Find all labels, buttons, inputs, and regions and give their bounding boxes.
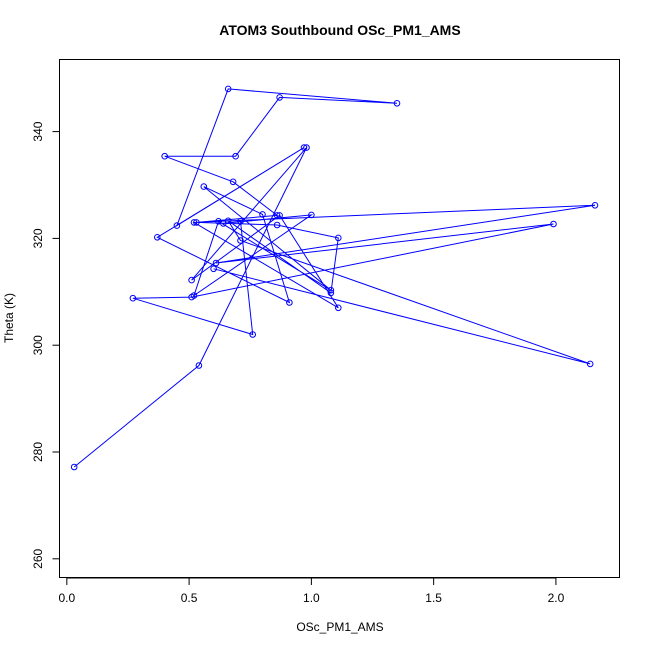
data-point (224, 85, 232, 93)
data-point (249, 331, 256, 338)
data-point (190, 219, 198, 226)
x-tick-label: 0.5 (181, 591, 198, 605)
data-point (335, 304, 342, 312)
data-point (273, 221, 281, 229)
data-point (393, 100, 401, 107)
y-tick-label: 320 (31, 228, 45, 248)
data-point (173, 222, 181, 229)
data-point (237, 237, 244, 244)
data-point (161, 152, 168, 160)
data-point (229, 178, 237, 186)
series-layer (70, 85, 599, 471)
data-point (212, 259, 220, 267)
data-point (195, 362, 203, 369)
data-point (232, 152, 239, 160)
x-tick-label: 1.5 (425, 591, 442, 605)
data-point (224, 217, 232, 225)
data-point (300, 144, 308, 151)
x-axis: 0.0 0.5 1.0 1.5 2.0 (58, 577, 565, 605)
y-tick-label: 260 (31, 548, 45, 568)
y-tick-label: 300 (31, 335, 45, 355)
data-point (303, 144, 310, 151)
data-point (550, 220, 557, 228)
data-point (276, 212, 283, 219)
data-point (276, 94, 283, 101)
series-line (73, 88, 596, 468)
data-point (193, 219, 200, 226)
y-tick-label: 280 (31, 442, 45, 462)
data-point (586, 360, 594, 368)
data-point (188, 276, 195, 284)
data-point (308, 211, 315, 219)
x-tick-label: 2.0 (548, 591, 565, 605)
y-axis: 260 280 300 320 340 (31, 121, 60, 569)
data-point (327, 286, 335, 294)
data-point (273, 212, 281, 219)
data-point (154, 234, 161, 241)
data-point (200, 183, 208, 190)
y-tick-label: 340 (31, 121, 45, 141)
data-point (335, 234, 342, 242)
data-point (259, 211, 266, 218)
data-point (129, 294, 137, 302)
chart-title: ATOM3 Southbound OSc_PM1_AMS (219, 22, 460, 38)
y-axis-label: Theta (K) (2, 293, 16, 343)
x-tick-label: 1.0 (303, 591, 320, 605)
data-point (190, 292, 198, 299)
data-point (70, 463, 78, 471)
data-point (215, 218, 222, 225)
x-axis-label: OSc_PM1_AMS (296, 620, 383, 634)
data-point (327, 289, 335, 297)
x-tick-label: 0.0 (58, 591, 75, 605)
data-point (286, 299, 293, 306)
data-point (210, 265, 217, 273)
data-point (237, 218, 244, 225)
data-point (591, 202, 599, 209)
